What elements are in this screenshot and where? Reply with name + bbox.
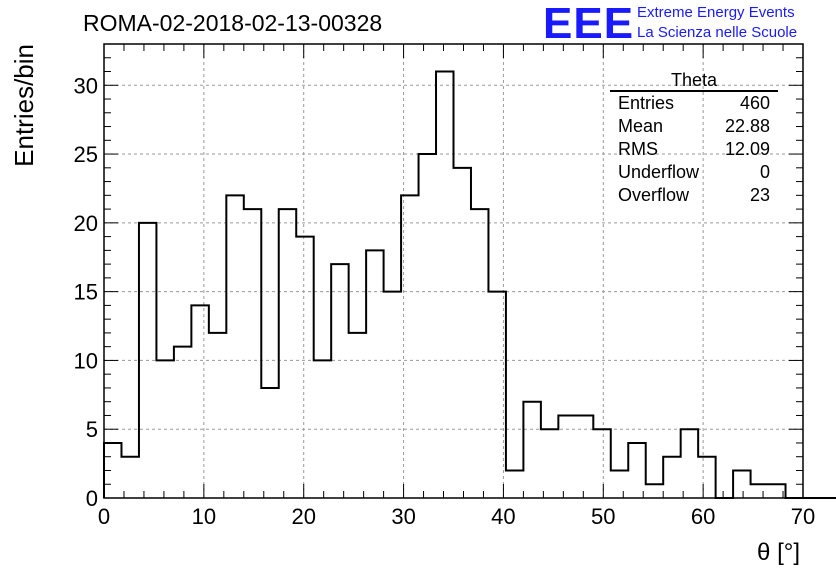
histogram-bin — [419, 154, 436, 498]
chart-title: ROMA-02-2018-02-13-00328 — [83, 10, 383, 36]
histogram-bin — [244, 209, 261, 498]
histogram-bin — [663, 457, 680, 498]
histogram-bin — [751, 484, 768, 498]
stats-box: Theta Entries 460 Mean 22.88 RMS 12.09 U… — [610, 70, 778, 207]
eee-logo: EEE — [543, 0, 635, 48]
histogram-bin — [593, 429, 610, 498]
stats-row-underflow: Underflow 0 — [610, 161, 778, 184]
stats-value: 22.88 — [724, 116, 770, 136]
histogram-bin — [279, 209, 296, 498]
stats-key: Entries — [618, 93, 675, 113]
histogram-bin — [226, 195, 243, 498]
logo-subtitle-line2: La Scienza nelle Scuole — [637, 24, 798, 41]
x-tick-label: 60 — [691, 504, 715, 529]
x-axis-label: θ [°] — [757, 539, 800, 566]
y-tick-label: 0 — [86, 486, 98, 511]
plot-frame — [103, 43, 804, 499]
histogram-bin — [628, 443, 645, 498]
histogram-bin — [506, 470, 523, 498]
histogram-bin — [523, 402, 540, 498]
x-tick-label: 20 — [291, 504, 315, 529]
stats-row-rms: RMS 12.09 — [610, 138, 778, 161]
histogram-bin — [681, 429, 698, 498]
x-tick-label: 30 — [391, 504, 415, 529]
histogram-bin — [646, 484, 663, 498]
stats-row-overflow: Overflow 23 — [610, 184, 778, 207]
histogram-bin — [191, 305, 208, 498]
stats-key: Underflow — [618, 162, 700, 182]
stats-box-title: Theta — [610, 70, 778, 92]
histogram-bin — [261, 388, 278, 498]
x-tick-label: 70 — [791, 504, 815, 529]
y-tick-label: 5 — [86, 417, 98, 442]
stats-row-mean: Mean 22.88 — [610, 115, 778, 138]
histogram-bin — [384, 292, 401, 498]
x-tick-label: 0 — [98, 504, 110, 529]
stats-key: Overflow — [618, 185, 690, 205]
stats-row-entries: Entries 460 — [610, 92, 778, 115]
histogram-bin — [296, 237, 313, 498]
stats-value: 0 — [759, 162, 770, 182]
x-tick-label: 40 — [491, 504, 515, 529]
stats-value: 460 — [739, 93, 770, 113]
histogram-bin — [174, 347, 191, 498]
y-tick-label: 30 — [74, 73, 98, 98]
histogram-bin — [331, 264, 348, 498]
stats-value: 23 — [749, 185, 770, 205]
histogram-bin — [576, 415, 593, 498]
histogram-bin — [558, 415, 575, 498]
y-tick-label: 20 — [74, 211, 98, 236]
y-axis-label: Entries/bin — [9, 44, 39, 167]
histogram-bin — [698, 457, 715, 498]
logo-subtitle-line1: Extreme Energy Events — [637, 4, 795, 21]
histogram-bin — [209, 333, 226, 498]
x-tick-label: 10 — [192, 504, 216, 529]
histogram-bin — [366, 250, 383, 498]
histogram-series — [103, 70, 836, 499]
histogram-bin — [611, 470, 628, 498]
histogram-bin — [436, 72, 453, 498]
y-tick-label: 25 — [74, 142, 98, 167]
histogram-bin — [541, 429, 558, 498]
x-tick-label: 50 — [591, 504, 615, 529]
stats-key: Mean — [618, 116, 664, 136]
histogram-bin — [733, 470, 750, 498]
histogram-bin — [471, 209, 488, 498]
y-tick-label: 15 — [74, 280, 98, 305]
stats-value: 12.09 — [724, 139, 770, 159]
histogram-bin — [349, 333, 366, 498]
histogram-bin — [454, 168, 471, 498]
y-tick-label: 10 — [74, 348, 98, 373]
stats-key: RMS — [618, 139, 658, 159]
